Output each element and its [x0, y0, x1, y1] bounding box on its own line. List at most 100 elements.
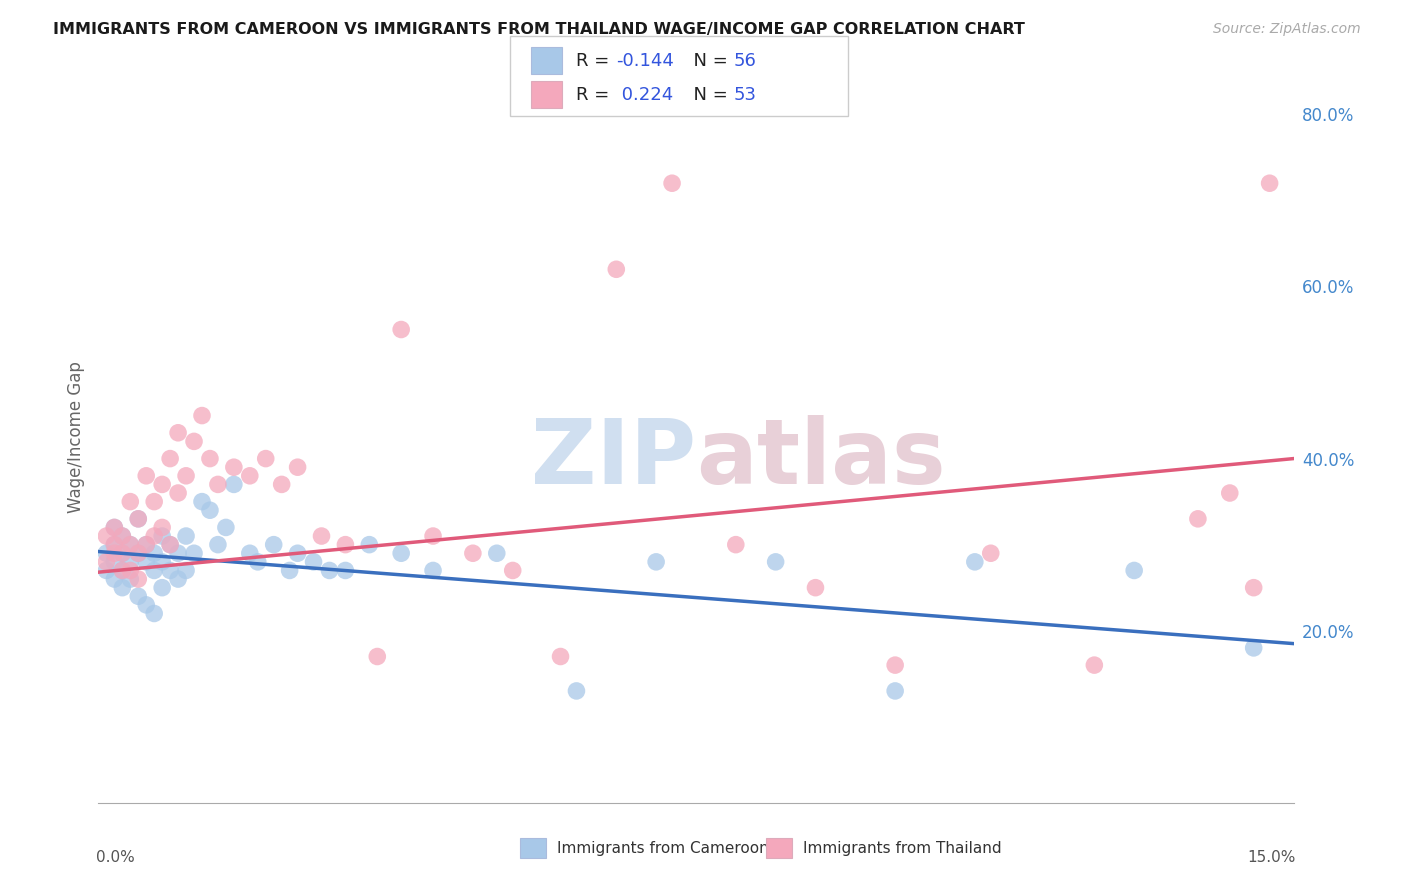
Text: 0.224: 0.224: [616, 86, 673, 103]
Point: [485, 546, 508, 560]
Point: [1083, 658, 1105, 673]
Point: [150, 581, 173, 595]
Point: [207, 477, 229, 491]
Point: [502, 564, 524, 578]
Point: [143, 546, 166, 560]
Point: [884, 684, 907, 698]
Point: [96, 555, 118, 569]
Point: [159, 538, 181, 552]
Point: [135, 555, 157, 569]
Point: [724, 538, 747, 552]
Point: [191, 409, 214, 423]
Point: [120, 538, 142, 552]
Text: atlas: atlas: [696, 415, 946, 503]
Point: [127, 546, 149, 560]
Point: [1243, 640, 1265, 655]
Point: [127, 512, 149, 526]
Point: [111, 546, 134, 560]
Point: [254, 451, 277, 466]
Point: [120, 564, 142, 578]
Text: IMMIGRANTS FROM CAMEROON VS IMMIGRANTS FROM THAILAND WAGE/INCOME GAP CORRELATION: IMMIGRANTS FROM CAMEROON VS IMMIGRANTS F…: [53, 22, 1025, 37]
Point: [661, 176, 683, 190]
Text: -0.144: -0.144: [616, 52, 673, 70]
Point: [302, 555, 325, 569]
Point: [198, 503, 221, 517]
Point: [263, 538, 285, 552]
Point: [246, 555, 269, 569]
Point: [127, 589, 149, 603]
Point: [167, 546, 190, 560]
Point: [120, 572, 142, 586]
Point: [278, 564, 301, 578]
Point: [270, 477, 292, 491]
Point: [150, 529, 173, 543]
Point: [605, 262, 627, 277]
Point: [287, 460, 309, 475]
Point: [103, 546, 125, 560]
Point: [111, 529, 134, 543]
Point: [222, 460, 245, 475]
Point: [980, 546, 1002, 560]
Point: [198, 451, 221, 466]
Text: N =: N =: [682, 52, 734, 70]
Point: [963, 555, 986, 569]
Point: [239, 468, 262, 483]
Point: [135, 468, 157, 483]
Point: [143, 494, 166, 508]
Point: [884, 658, 907, 673]
Point: [111, 564, 134, 578]
Text: 0.0%: 0.0%: [96, 850, 135, 865]
Point: [422, 564, 444, 578]
Point: [167, 572, 190, 586]
Point: [366, 649, 388, 664]
Point: [565, 684, 588, 698]
Point: [174, 529, 197, 543]
Point: [359, 538, 381, 552]
Point: [103, 555, 125, 569]
Point: [191, 494, 214, 508]
Point: [96, 564, 118, 578]
Point: [222, 477, 245, 491]
Point: [311, 529, 333, 543]
Point: [143, 564, 166, 578]
Point: [120, 555, 142, 569]
Text: 56: 56: [734, 52, 756, 70]
Point: [111, 564, 134, 578]
Point: [174, 564, 197, 578]
Point: [287, 546, 309, 560]
Point: [135, 538, 157, 552]
Point: [1219, 486, 1241, 500]
Point: [111, 529, 134, 543]
Point: [239, 546, 262, 560]
Point: [389, 546, 412, 560]
Point: [550, 649, 572, 664]
Point: [1187, 512, 1209, 526]
Point: [111, 581, 134, 595]
Text: ZIP: ZIP: [531, 415, 696, 503]
Point: [422, 529, 444, 543]
Point: [96, 546, 118, 560]
Point: [159, 451, 181, 466]
Point: [103, 520, 125, 534]
Point: [103, 538, 125, 552]
Point: [103, 520, 125, 534]
Point: [143, 607, 166, 621]
Point: [183, 546, 205, 560]
Text: R =: R =: [576, 86, 616, 103]
Point: [183, 434, 205, 449]
Point: [1258, 176, 1281, 190]
Point: [96, 529, 118, 543]
Point: [127, 546, 149, 560]
Point: [1243, 581, 1265, 595]
Point: [127, 512, 149, 526]
Point: [103, 538, 125, 552]
Point: [335, 538, 357, 552]
Y-axis label: Wage/Income Gap: Wage/Income Gap: [66, 361, 84, 513]
Point: [159, 564, 181, 578]
Point: [135, 598, 157, 612]
Point: [143, 529, 166, 543]
Text: N =: N =: [682, 86, 734, 103]
Point: [215, 520, 238, 534]
Point: [174, 468, 197, 483]
Text: 15.0%: 15.0%: [1247, 850, 1296, 865]
